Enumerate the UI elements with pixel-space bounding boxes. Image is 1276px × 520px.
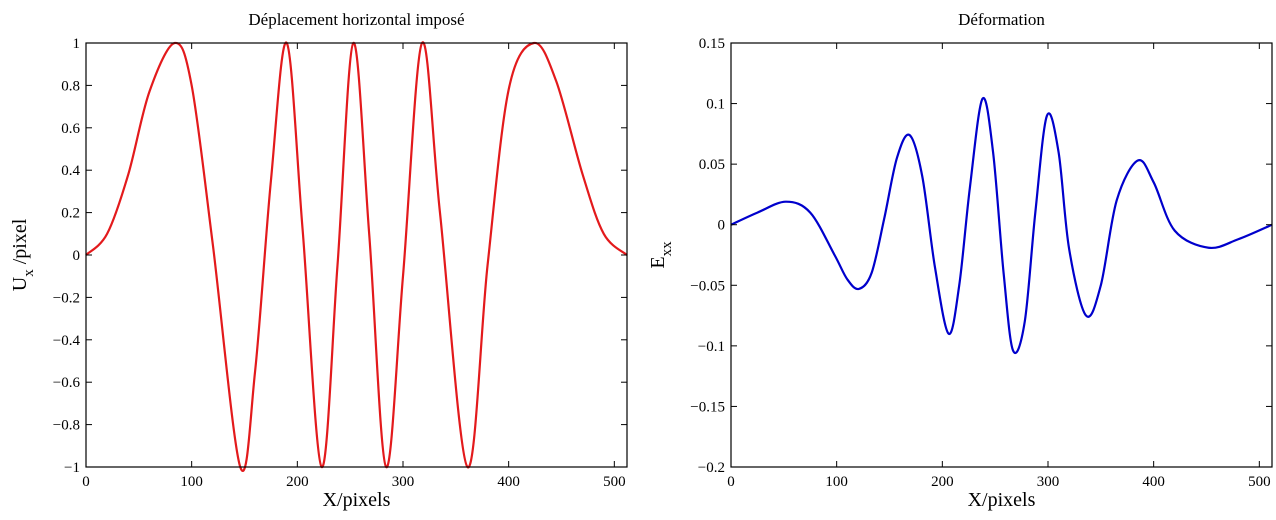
chart-title-2: Déformation	[958, 10, 1045, 29]
series-line-2-1	[730, 96, 1273, 354]
x-tick-label-1: 500	[603, 474, 626, 490]
y-tick-label-2: −0.15	[690, 399, 725, 415]
y-tick-label-1: −0.4	[53, 333, 81, 349]
series-line-1-1	[85, 41, 628, 472]
x-tick-label-2: 500	[1248, 474, 1271, 490]
y-tick-label-1: −0.2	[53, 290, 80, 306]
axes-frame-1	[85, 42, 628, 468]
y-tick-label-1: 0.2	[61, 206, 80, 222]
y-tick-label-2: −0.2	[698, 460, 725, 476]
y-tick-label-1: 0.8	[61, 78, 80, 94]
x-tick-label-1: 0	[82, 474, 90, 490]
y-tick-label-2: 0.05	[699, 157, 725, 173]
y-tick-label-2: −0.05	[690, 278, 725, 294]
y-tick-label-1: −1	[64, 460, 80, 476]
x-tick-label-2: 200	[931, 474, 954, 490]
y-tick-label-1: 1	[73, 36, 81, 52]
chart-title-1: Déplacement horizontal imposé	[248, 10, 464, 29]
x-tick-label-2: 400	[1142, 474, 1165, 490]
x-tick-label-2: 300	[1037, 474, 1060, 490]
y-tick-label-1: 0.6	[61, 121, 80, 137]
y-axis-label-1: Ux /pixel	[9, 218, 37, 291]
y-tick-label-1: 0.4	[61, 163, 80, 179]
x-axis-label-2: X/pixels	[968, 489, 1036, 511]
y-axis-label-2: Exx	[647, 241, 675, 269]
x-tick-label-1: 300	[392, 474, 415, 490]
y-tick-label-2: −0.1	[698, 339, 725, 355]
y-tick-label-1: −0.6	[53, 375, 81, 391]
x-tick-label-1: 400	[497, 474, 520, 490]
y-tick-label-1: −0.8	[53, 418, 80, 434]
x-tick-label-1: 200	[286, 474, 309, 490]
x-tick-label-2: 0	[727, 474, 735, 490]
x-axis-label-1: X/pixels	[323, 489, 391, 511]
y-tick-label-2: 0.15	[699, 36, 725, 52]
y-tick-label-1: 0	[73, 248, 81, 264]
x-tick-label-1: 100	[180, 474, 203, 490]
y-tick-label-2: 0.1	[706, 97, 725, 113]
x-tick-label-2: 100	[825, 474, 848, 490]
axes-frame-2	[730, 42, 1273, 468]
y-tick-label-2: 0	[718, 218, 726, 234]
